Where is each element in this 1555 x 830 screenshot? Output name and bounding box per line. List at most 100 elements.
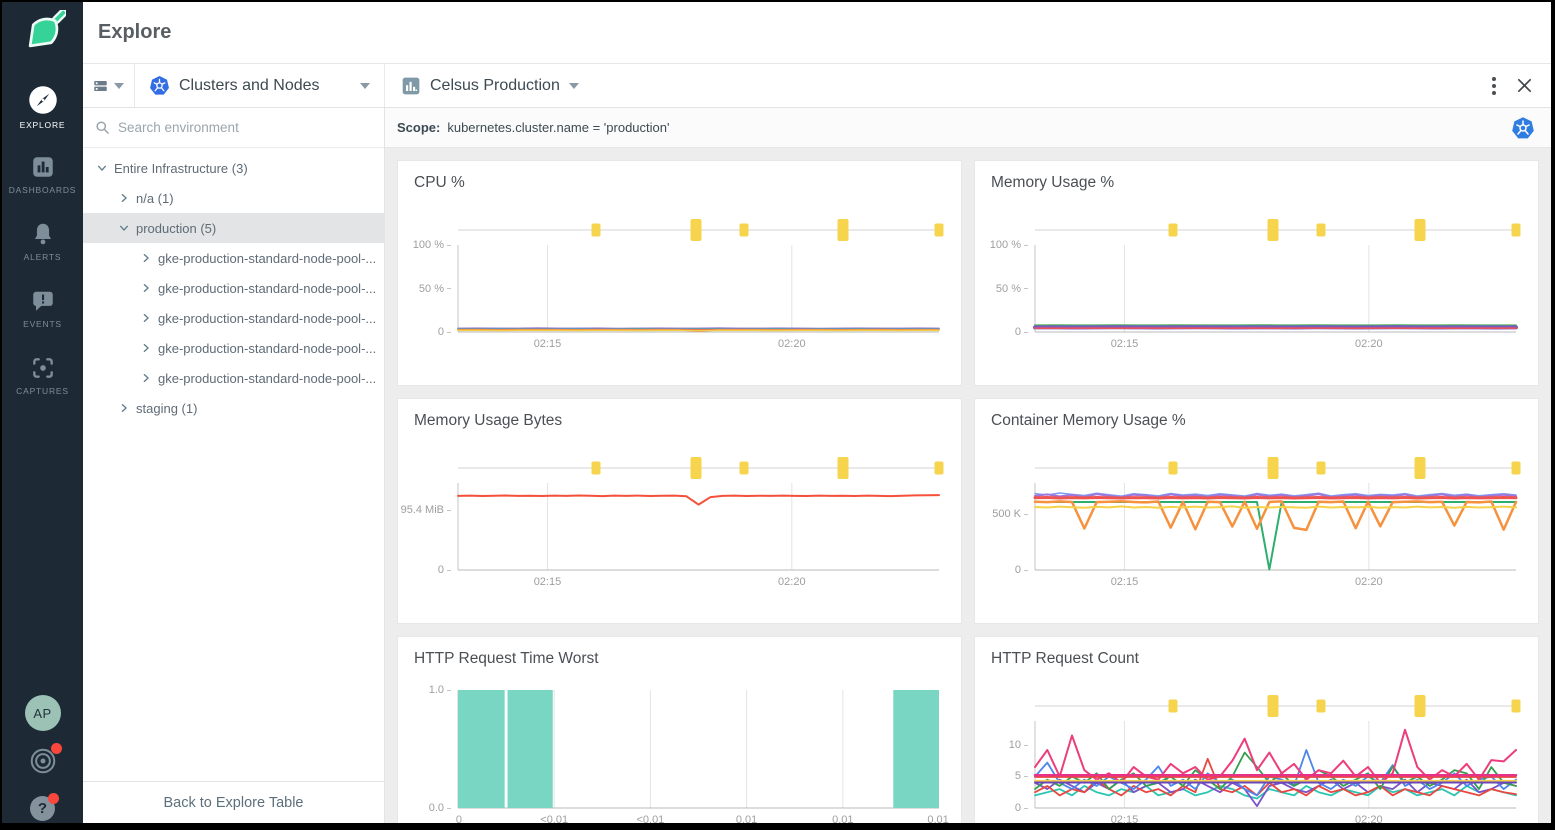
chart-plot: 10 5 0 02:15 02:20 [1009, 721, 1516, 823]
sidebar-bottom: AP ? [24, 695, 62, 823]
environment-tree: Entire Infrastructure (3) n/a (1) produc… [83, 148, 384, 781]
caret-icon[interactable] [141, 313, 151, 323]
layout-switcher[interactable] [83, 64, 135, 107]
event-marker[interactable] [837, 219, 849, 241]
capture-viewfinder-icon [32, 358, 53, 378]
dashboard-content: Scope: kubernetes.cluster.name = 'produc… [385, 108, 1551, 823]
event-marker[interactable] [591, 461, 601, 475]
chart-canvas [1035, 483, 1516, 570]
event-marker[interactable] [739, 461, 749, 475]
event-marker[interactable] [690, 219, 702, 241]
x-axis-label: 02:15 [1110, 338, 1139, 350]
nav-item-explore[interactable]: EXPLORE [2, 74, 83, 141]
event-marker[interactable] [1316, 223, 1326, 237]
tree-item[interactable]: n/a (1) [83, 183, 384, 213]
x-axis-label: 02:15 [1110, 814, 1139, 823]
y-axis-label: 0 [1015, 564, 1028, 576]
event-marker[interactable] [1414, 695, 1426, 717]
tree-item[interactable]: gke-production-standard-node-pool-... [83, 303, 384, 333]
caret-icon[interactable] [119, 193, 129, 203]
page-header: Explore [83, 2, 1551, 64]
y-axis-label: 50 % [996, 283, 1028, 295]
chart-plot: 1.0 0.0 0 <0.01 <0.01 0.01 0.01 0.01 [429, 684, 949, 823]
close-button[interactable] [1516, 77, 1533, 94]
event-marker[interactable] [690, 457, 702, 479]
chart-title: Memory Usage Bytes [414, 412, 563, 429]
event-marker[interactable] [1267, 457, 1279, 479]
compass-icon [28, 86, 57, 114]
toolbar-actions [1492, 64, 1551, 107]
y-axis-label: 100 % [413, 239, 451, 251]
event-marker[interactable] [1511, 699, 1521, 713]
sidebar: EXPLORE DASHBOARDS ALE [2, 2, 83, 823]
event-marker[interactable] [1414, 457, 1426, 479]
spy-filter-button[interactable] [28, 743, 62, 781]
x-axis-label: 02:15 [533, 576, 562, 588]
nav-item-dashboards[interactable]: DASHBOARDS [2, 141, 83, 208]
event-marker[interactable] [837, 457, 849, 479]
back-to-explore-table-button[interactable]: Back to Explore Table [83, 781, 384, 823]
caret-icon[interactable] [119, 403, 129, 413]
x-axis-label: <0.01 [540, 814, 569, 823]
grouping-rows-icon [94, 80, 107, 91]
more-options-button[interactable] [1492, 76, 1496, 95]
nav-item-events[interactable]: EVENTS [2, 275, 83, 342]
chart-plot: 100 % 50 % 0 02:15 02:20 [990, 239, 1516, 350]
kubernetes-scope-icon[interactable] [1511, 116, 1535, 140]
nav-item-captures[interactable]: CAPTURES [2, 342, 83, 409]
event-marker[interactable] [1316, 461, 1326, 475]
y-axis-label: 100 % [990, 239, 1028, 251]
notification-dot [50, 743, 62, 754]
search-environment-input[interactable] [118, 120, 372, 135]
chart-title: HTTP Request Count [991, 650, 1139, 667]
event-marker[interactable] [934, 461, 944, 475]
nav-label: EVENTS [23, 319, 62, 329]
caret-icon[interactable] [141, 343, 151, 353]
caret-icon[interactable] [141, 373, 151, 383]
tree-item-label: gke-production-standard-node-pool-... [158, 310, 377, 326]
x-axis-label: 0.01 [927, 814, 949, 823]
event-marker[interactable] [1316, 699, 1326, 713]
event-marker[interactable] [1267, 695, 1279, 717]
event-marker[interactable] [1414, 219, 1426, 241]
main-nav: EXPLORE DASHBOARDS ALE [2, 64, 83, 409]
event-marker[interactable] [1168, 461, 1178, 475]
tree-item[interactable]: production (5) [83, 213, 384, 243]
event-marker[interactable] [1168, 223, 1178, 237]
app-logo[interactable] [2, 2, 83, 64]
event-strip [458, 457, 944, 479]
event-marker[interactable] [739, 223, 749, 237]
dashboard-selector[interactable]: Celsus Production [385, 64, 593, 107]
tree-item[interactable]: Entire Infrastructure (3) [83, 153, 384, 183]
event-marker[interactable] [591, 223, 601, 237]
tree-item[interactable]: gke-production-standard-node-pool-... [83, 243, 384, 273]
caret-icon[interactable] [119, 223, 129, 233]
avatar[interactable]: AP [24, 695, 61, 731]
grouping-selector[interactable]: Clusters and Nodes [135, 64, 385, 107]
event-marker[interactable] [1267, 219, 1279, 241]
tree-item[interactable]: gke-production-standard-node-pool-... [83, 363, 384, 393]
caret-icon[interactable] [141, 253, 151, 263]
event-marker[interactable] [1511, 461, 1521, 475]
tree-item[interactable]: gke-production-standard-node-pool-... [83, 273, 384, 303]
y-axis-label: 10 [1009, 739, 1028, 751]
tree-item[interactable]: gke-production-standard-node-pool-... [83, 333, 384, 363]
tree-item-label: gke-production-standard-node-pool-... [158, 340, 377, 356]
x-axis-label: 0.01 [832, 814, 854, 823]
chart-card-http-request-count: HTTP Request Count 10 5 0 02:15 02:20 [974, 636, 1539, 823]
tree-item-label: Entire Infrastructure (3) [114, 160, 248, 176]
tree-item[interactable]: staging (1) [83, 393, 384, 423]
event-marker[interactable] [1168, 699, 1178, 713]
tree-item-label: gke-production-standard-node-pool-... [158, 280, 377, 296]
caret-icon[interactable] [97, 163, 107, 173]
tree-item-label: gke-production-standard-node-pool-... [158, 370, 377, 386]
tree-item-label: production (5) [136, 220, 217, 236]
dashboard-chart-icon [402, 77, 420, 94]
main-area: Explore [83, 2, 1551, 823]
nav-item-alerts[interactable]: ALERTS [2, 208, 83, 275]
help-button[interactable]: ? [30, 793, 59, 821]
event-marker[interactable] [1511, 223, 1521, 237]
caret-icon[interactable] [141, 283, 151, 293]
event-marker[interactable] [934, 223, 944, 237]
